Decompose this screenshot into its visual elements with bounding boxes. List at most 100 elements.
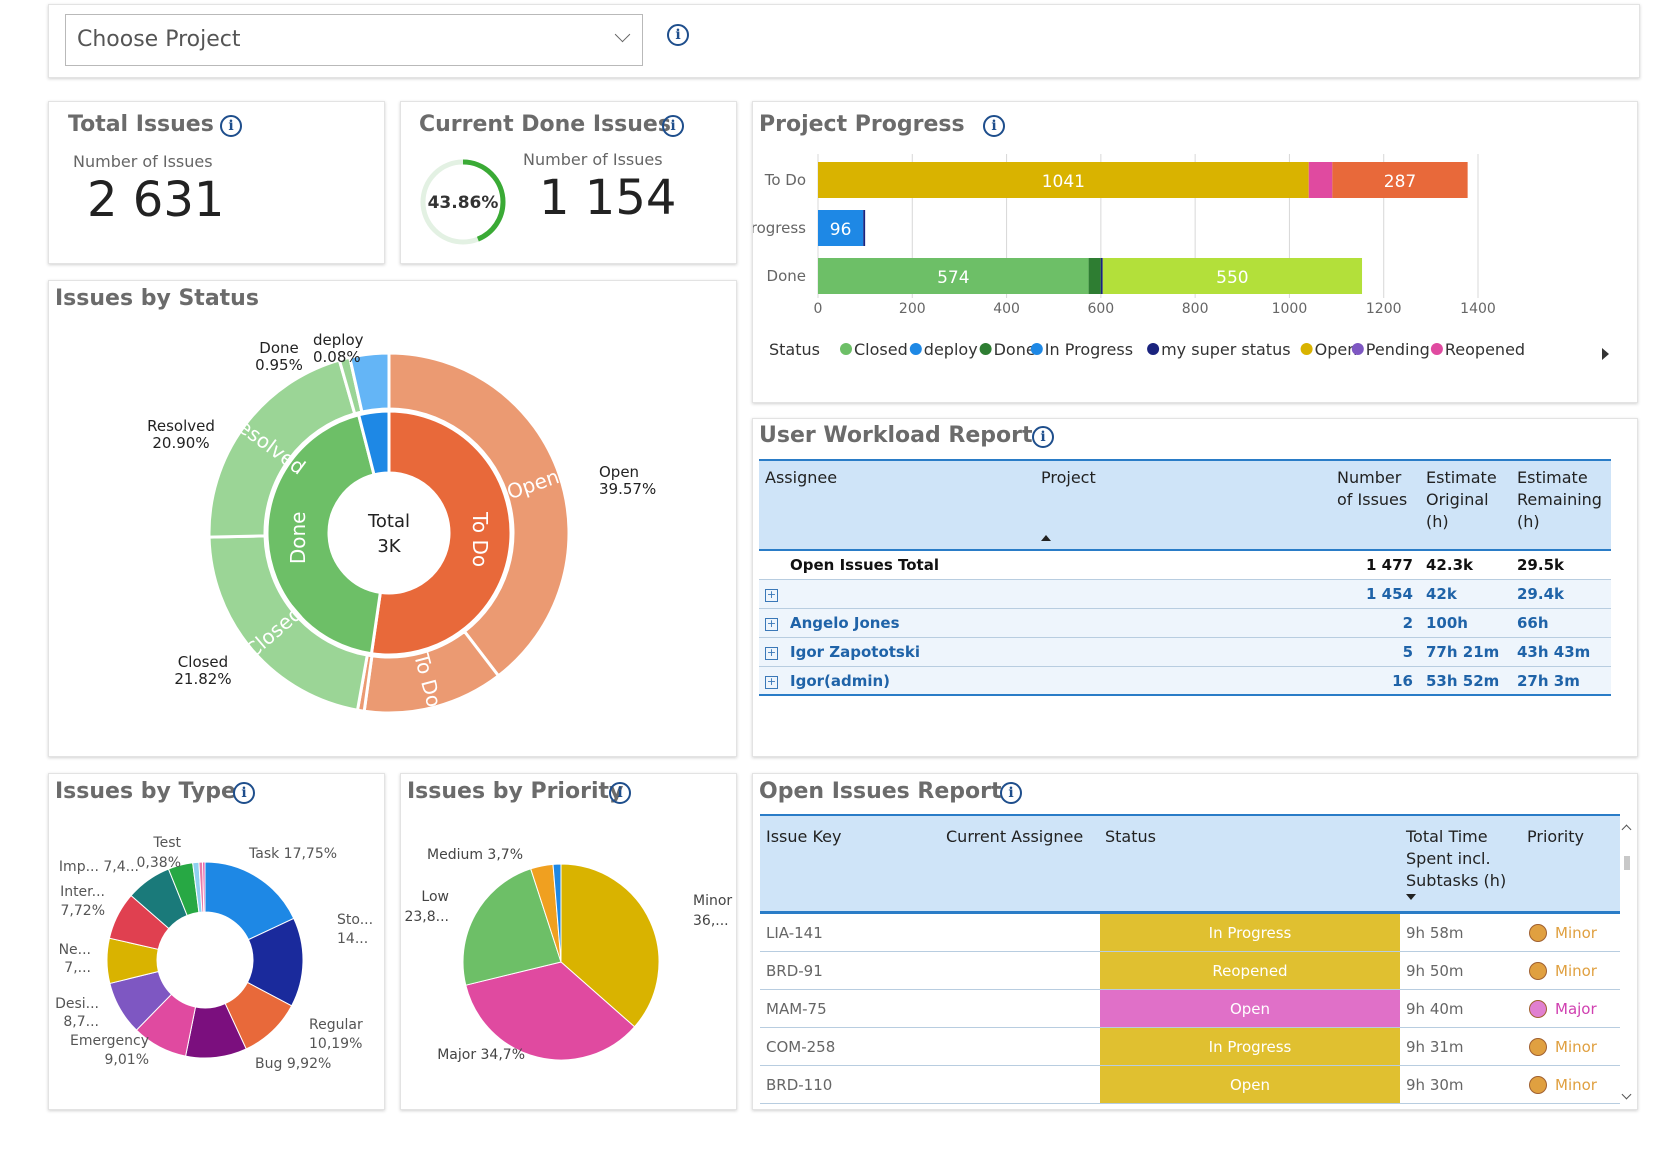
row-issue-key[interactable]: BRD-110 [766,1076,833,1094]
row-issue-key[interactable]: COM-258 [766,1038,836,1056]
slice-callout-label: Emergency [70,1033,149,1049]
col-issue-key[interactable]: Issue Key [766,827,842,846]
card-title: Issues by Type [55,779,236,804]
inner-slice-label: To Do [468,511,492,567]
info-icon[interactable]: i [220,115,242,137]
row-status: Open [1100,1066,1400,1103]
legend-marker [1300,343,1313,355]
col-project[interactable]: Project [1041,468,1096,487]
info-icon[interactable]: i [662,115,684,137]
y-category-label: In Progress [753,219,806,237]
project-progress-card: Project Progress i 0 200 400 600 800 1000 1200… [752,101,1638,403]
row-time: 9h 31m [1406,1038,1464,1056]
row-num: 1 454 [1366,585,1413,603]
row-status: Open [1100,990,1400,1027]
callout-name: Resolved [147,417,215,435]
table-row[interactable]: COM-258 In Progress 9h 31m Minor [760,1028,1620,1066]
info-icon[interactable]: i [609,782,631,804]
col-num-issues[interactable]: Number of Issues [1337,467,1407,511]
sort-desc-icon[interactable] [1406,894,1416,900]
y-category-label: Done [767,267,806,285]
scrollbar[interactable] [1621,822,1633,1106]
row-time: 9h 50m [1406,962,1464,980]
info-icon[interactable]: i [983,115,1005,137]
row-issue-key[interactable]: MAM-75 [766,1000,827,1018]
bar-segment [1088,258,1101,294]
expand-icon[interactable]: + [765,588,778,602]
center-label: Total [367,511,410,532]
slice-callout-label: 10,19% [309,1036,362,1052]
bar-segment [818,258,1089,294]
table-row[interactable]: + 1 454 42k 29.4k [759,580,1611,609]
x-tick-label: 400 [993,301,1020,317]
table-row[interactable]: LIA-141 In Progress 9h 58m Minor [760,914,1620,952]
slice-callout-label: 23,8... [404,909,449,925]
col-status[interactable]: Status [1105,827,1156,846]
table-row[interactable]: + Igor(admin) 16 53h 52m 27h 3m [759,667,1611,696]
bar-segment [1332,162,1468,198]
sort-asc-icon[interactable] [1041,535,1051,541]
row-issue-key[interactable]: BRD-91 [766,962,823,980]
row-issue-key[interactable]: LIA-141 [766,924,823,942]
slice-callout-label: Sto... [337,912,373,928]
x-tick-label: 600 [1087,301,1114,317]
row-status: In Progress [1100,914,1400,951]
row-num: 5 [1402,643,1413,661]
done-issues-value: 1 154 [539,170,677,226]
expand-icon[interactable]: + [765,646,778,660]
col-total-time[interactable]: Total Time Spent incl. Subtasks (h) [1406,826,1506,892]
slice-callout-label: Imp... 7,4... [59,859,139,875]
card-title: User Workload Report [759,423,1033,448]
slice-callout-label: Regular [309,1017,363,1033]
slice-callout-label: Major 34,7% [437,1047,525,1063]
col-estimate-remaining[interactable]: Estimate Remaining (h) [1517,467,1602,533]
slice-callout-label: 8,7... [63,1014,99,1030]
callout-name: Done [259,339,298,357]
priority-dot-icon [1529,1000,1547,1018]
table-row[interactable]: BRD-110 Open 9h 30m Minor [760,1066,1620,1104]
legend-marker [909,343,922,355]
scroll-up-icon[interactable] [1621,824,1632,835]
slice-callout-label: Medium 3,7% [427,847,523,863]
table-row-total: Open Issues Total 1 477 42.3k 29.5k [759,551,1611,580]
slice-callout-label: 0,38% [137,855,181,871]
info-icon[interactable]: i [667,24,689,46]
x-tick-label: 1000 [1272,301,1308,317]
chevron-down-icon [614,26,631,43]
scroll-down-icon[interactable] [1621,1089,1632,1100]
info-icon[interactable]: i [1000,782,1022,804]
callout-name: Closed [178,653,228,671]
col-assignee[interactable]: Assignee [765,468,838,487]
info-icon[interactable]: i [1032,426,1054,448]
callout-pct: 0.08% [313,348,361,366]
table-row[interactable]: + Igor Zapototski 5 77h 21m 43h 43m [759,638,1611,667]
scroll-thumb[interactable] [1624,856,1630,870]
table-row[interactable]: BRD-91 Reopened 9h 50m Minor [760,952,1620,990]
col-current-assignee[interactable]: Current Assignee [946,827,1084,846]
slice-callout-label: Ne... [59,942,91,958]
legend-marker [1351,343,1364,355]
info-icon[interactable]: i [233,782,255,804]
project-select[interactable]: Choose Project [65,14,643,66]
table-row[interactable]: + Angelo Jones 2 100h 66h [759,609,1611,638]
row-priority: Minor [1555,1038,1597,1056]
row-priority: Major [1555,1000,1597,1018]
total-label: Open Issues Total [790,556,939,574]
issues-by-type-chart: Task 17,75% Sto... 14... Regular 10,19% Bug 9… [55,835,373,1072]
y-category-label: To Do [764,171,806,189]
card-title: Open Issues Report [759,779,1002,804]
row-num: 2 [1402,614,1413,632]
slice-callout-label: 9,01% [105,1052,149,1068]
row-assignee: Angelo Jones [790,614,900,632]
col-eo-line3: (h) [1426,512,1449,531]
priority-dot-icon [1529,962,1547,980]
legend-label: deploy [924,340,978,359]
card-title: Issues by Priority [407,779,624,804]
row-priority: Minor [1555,1076,1597,1094]
table-row[interactable]: MAM-75 Open 9h 40m Major [760,990,1620,1028]
col-estimate-original[interactable]: Estimate Original (h) [1426,467,1497,533]
col-priority[interactable]: Priority [1527,827,1584,846]
row-num: 16 [1392,672,1413,690]
expand-icon[interactable]: + [765,617,778,631]
expand-icon[interactable]: + [765,675,778,689]
